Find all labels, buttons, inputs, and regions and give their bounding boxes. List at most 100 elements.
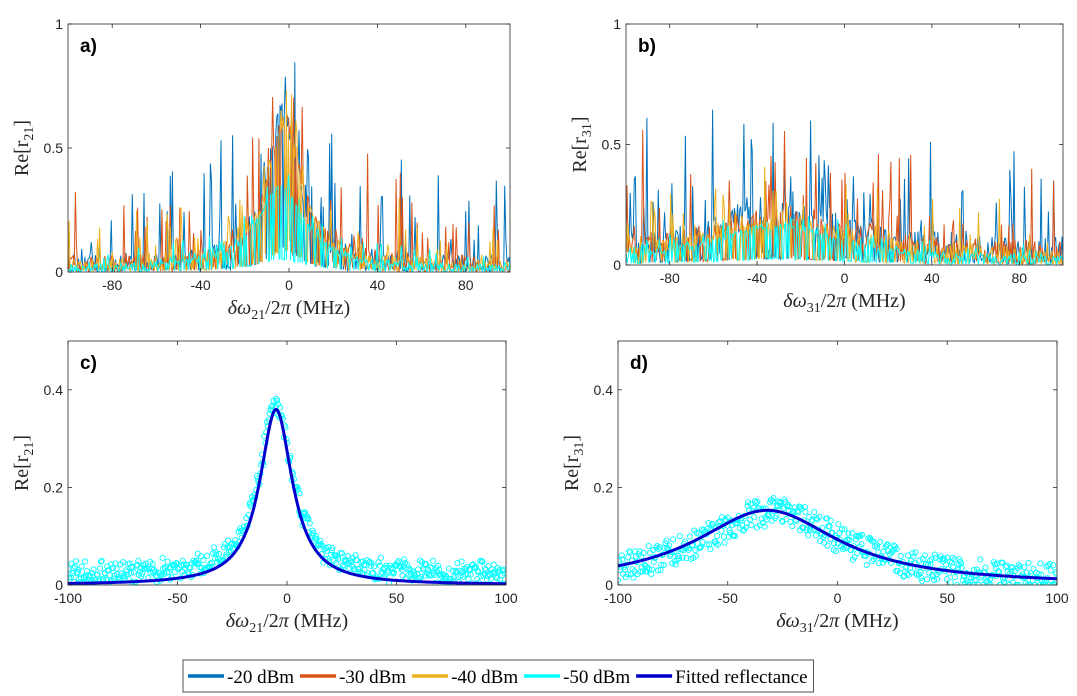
scatter-point bbox=[225, 537, 232, 544]
x-axis-label: δω21/2π (MHz) bbox=[228, 297, 350, 323]
scatter-point bbox=[328, 547, 335, 554]
scatter-point bbox=[618, 557, 622, 564]
scatter-point bbox=[377, 554, 384, 561]
scatter-point bbox=[1042, 581, 1049, 585]
scatter-point bbox=[918, 574, 925, 581]
scatter-point bbox=[1021, 564, 1028, 571]
y-tick-label: 1 bbox=[55, 16, 63, 32]
scatter-point bbox=[417, 557, 424, 564]
scatter-point bbox=[98, 557, 105, 564]
scatter-point bbox=[474, 567, 481, 574]
scatter-point bbox=[917, 569, 924, 576]
scatter-point bbox=[344, 553, 351, 560]
scatter-point bbox=[152, 568, 159, 575]
scatter-point bbox=[769, 498, 776, 505]
plot-area bbox=[68, 62, 510, 272]
scatter-point bbox=[1040, 581, 1047, 585]
y-axis-label: Re[r21] bbox=[11, 120, 37, 176]
x-tick-label: 80 bbox=[458, 277, 474, 293]
scatter-point bbox=[158, 571, 165, 578]
scatter-point bbox=[919, 577, 926, 584]
scatter-point bbox=[654, 567, 661, 574]
scatter-point bbox=[124, 568, 131, 575]
scatter-point bbox=[149, 560, 156, 567]
scatter-point bbox=[624, 571, 631, 578]
x-tick-label: -50 bbox=[718, 590, 738, 606]
x-tick-label: 50 bbox=[389, 590, 405, 606]
x-tick-label: 50 bbox=[939, 590, 955, 606]
scatter-point bbox=[72, 558, 79, 565]
scatter-point bbox=[921, 552, 928, 559]
scatter-point bbox=[366, 558, 373, 565]
x-tick-label: 80 bbox=[1012, 270, 1028, 286]
scatter-point bbox=[639, 568, 646, 575]
x-tick-label: -100 bbox=[54, 590, 82, 606]
scatter-point bbox=[479, 558, 486, 565]
legend-label: -30 dBm bbox=[339, 667, 406, 688]
scatter-point bbox=[858, 541, 865, 548]
scatter-point bbox=[801, 504, 808, 511]
scatter-point bbox=[139, 570, 146, 577]
scatter-point bbox=[418, 573, 425, 580]
scatter-point bbox=[832, 548, 839, 555]
scatter-point bbox=[104, 563, 111, 570]
series-line-3 bbox=[626, 216, 1063, 265]
scatter-point bbox=[648, 566, 656, 573]
y-axis-label: Re[r31] bbox=[561, 435, 587, 491]
scatter-point bbox=[81, 558, 89, 565]
x-tick-label: -40 bbox=[190, 277, 210, 293]
scatter-point bbox=[312, 533, 320, 540]
scatter-point bbox=[893, 545, 900, 552]
scatter-point bbox=[97, 565, 104, 572]
y-tick-label: 0.2 bbox=[594, 479, 614, 495]
scatter-point bbox=[897, 553, 904, 560]
scatter-point bbox=[837, 543, 844, 550]
scatter-point bbox=[880, 548, 887, 555]
scatter-point bbox=[204, 552, 211, 559]
scatter-point bbox=[813, 515, 820, 522]
x-axis-label: δω31/2π (MHz) bbox=[776, 610, 898, 636]
scatter-point bbox=[811, 508, 818, 516]
scatter-point bbox=[848, 547, 855, 554]
panel-label: d) bbox=[630, 353, 648, 374]
scatter-point bbox=[679, 554, 686, 561]
scatter-point bbox=[930, 576, 937, 584]
scatter-point bbox=[317, 537, 324, 545]
scatter-point bbox=[306, 520, 313, 527]
scatter-point bbox=[912, 549, 919, 556]
scatter-point bbox=[430, 570, 437, 577]
scatter-point bbox=[304, 515, 311, 522]
scatter-point bbox=[106, 572, 113, 579]
scatter-point bbox=[926, 557, 933, 565]
scatter-point bbox=[655, 545, 662, 552]
scatter-point bbox=[660, 562, 667, 569]
scatter-point bbox=[467, 571, 474, 578]
scatter-point bbox=[325, 543, 332, 551]
scatter-point bbox=[220, 544, 228, 551]
scatter-point bbox=[876, 560, 883, 567]
scatter-point bbox=[995, 568, 1002, 575]
scatter-point bbox=[845, 530, 852, 537]
scatter-point bbox=[135, 557, 142, 564]
scatter-point bbox=[150, 566, 157, 573]
scatter-point bbox=[982, 564, 989, 571]
scatter-point bbox=[958, 564, 965, 571]
scatter-point bbox=[406, 565, 413, 572]
scatter-point bbox=[350, 566, 357, 573]
fit-line bbox=[68, 407, 506, 585]
scatter-point bbox=[761, 523, 768, 530]
scatter-point bbox=[720, 533, 727, 540]
scatter-point bbox=[744, 502, 751, 510]
x-tick-label: -100 bbox=[604, 590, 632, 606]
scatter-point bbox=[838, 526, 845, 533]
scatter-point bbox=[1013, 581, 1020, 585]
scatter-point bbox=[783, 515, 790, 523]
scatter-point bbox=[485, 562, 492, 570]
scatter-point bbox=[854, 550, 861, 557]
scatter-point bbox=[367, 562, 374, 569]
scatter-point bbox=[83, 572, 90, 579]
y-tick-label: 1 bbox=[613, 16, 621, 32]
scatter-point bbox=[751, 514, 758, 521]
scatter-point bbox=[301, 509, 308, 516]
scatter-point bbox=[692, 552, 699, 560]
